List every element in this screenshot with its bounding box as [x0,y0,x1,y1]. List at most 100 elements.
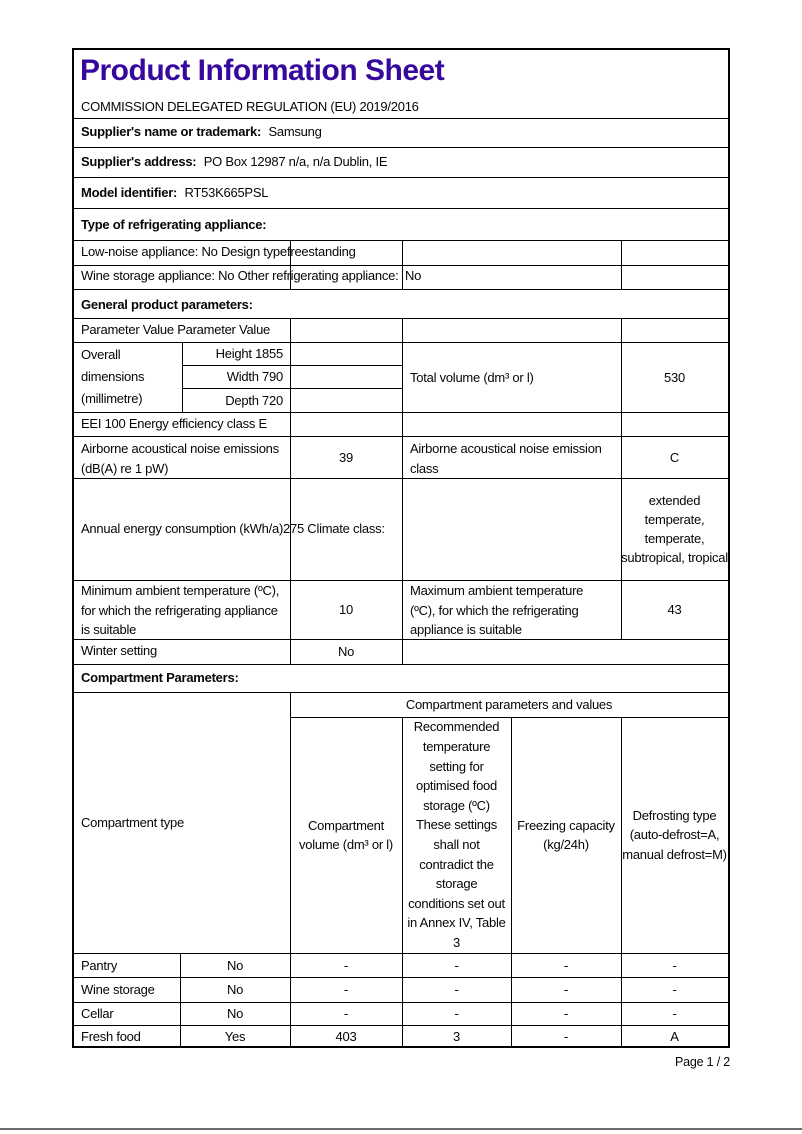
divider [621,318,622,639]
supplier-name-label: Supplier's name or trademark: [81,124,262,139]
defrosting-type-column-header: Defrosting type (auto-defrost=A, manual … [622,807,727,862]
section-compartment-header: Compartment Parameters: [81,670,239,685]
divider [182,388,402,389]
compartment-volume-cell: 403 [335,1029,357,1044]
total-volume-label: Total volume (dm³ or l) [410,369,534,385]
page-title: Product Information Sheet [80,54,445,87]
winter-setting-value: No [337,644,355,659]
dimension-depth: Depth 720 [225,392,283,408]
compartment-temp-cell: 3 [453,1029,460,1044]
compartment-freezing-cell: - [563,982,569,997]
parameter-value-header-row: Parameter Value Parameter Value [81,322,271,337]
divider [74,664,728,665]
compartment-temp-cell: - [454,957,459,973]
supplier-name-value: Samsung [268,124,322,139]
divider [74,1025,728,1026]
compartment-defrost-cell: - [672,982,677,997]
divider [74,265,728,266]
compartment-type-cell: Wine storage [81,982,155,997]
table-row: Pantry No - - - - [74,953,728,977]
supplier-address-label: Supplier's address: [81,154,197,169]
divider [621,717,622,1048]
max-ambient-temp-value: 43 [667,602,682,617]
divider [290,717,728,718]
noise-class-label: Airborne acoustical noise emission class [410,441,602,476]
divider [74,1002,728,1003]
divider [74,580,728,581]
divider [74,240,728,241]
compartment-present-cell: No [226,982,244,997]
divider [74,289,728,290]
divider [511,717,512,1048]
compartment-temp-cell: - [454,1006,459,1021]
divider [74,208,728,209]
design-type-value: freestanding [287,244,356,259]
annual-energy-label: Annual energy consumption (kWh/a) [81,521,284,536]
wine-storage-row-text: Wine storage appliance: No Other refrige… [81,268,399,283]
section-general-header: General product parameters: [81,297,253,312]
section-type-header: Type of refrigerating appliance: [81,217,267,232]
divider [74,118,728,119]
divider [74,412,728,413]
dimension-height: Height 1855 [215,346,284,361]
regulation-subtitle: COMMISSION DELEGATED REGULATION (EU) 201… [81,99,419,114]
divider [74,692,728,693]
compartment-type-column-header: Compartment type [81,815,184,830]
divider [74,478,728,479]
compartment-type-cell: Pantry [81,957,118,973]
compartment-volume-cell: - [343,982,349,997]
winter-setting-label: Winter setting [81,643,157,658]
compartment-volume-column-header: Compartment volume (dm³ or l) [299,817,393,853]
compartment-freezing-cell: - [563,1006,569,1021]
compartment-present-cell: Yes [224,1029,246,1044]
divider [74,342,728,343]
wine-other-value: No [405,268,422,283]
compartment-freezing-cell: - [563,1029,569,1044]
model-identifier-row: Model identifier: RT53K665PSL [81,183,269,203]
annual-energy-value-climate-label: 275 Climate class: [283,521,385,536]
divider [74,177,728,178]
dimension-width: Width 790 [226,369,284,384]
compartment-band-header: Compartment parameters and values [405,697,613,712]
page-number: Page 1 / 2 [675,1055,730,1069]
window-bottom-edge [0,1128,802,1130]
noise-class-value: C [669,449,680,465]
table-row: Cellar No - - - - [74,1002,728,1025]
compartment-defrost-cell: - [672,1006,677,1021]
min-ambient-temp-value: 10 [339,602,353,617]
compartment-present-cell: No [226,957,244,973]
divider [402,717,403,1048]
divider [621,240,622,289]
product-info-sheet: Product Information Sheet COMMISSION DEL… [72,48,730,1048]
model-identifier-label: Model identifier: [81,185,178,200]
dimensions-label: Overall dimensions (millimetre) [81,347,145,406]
max-ambient-temp-label: Maximum ambient temperature (ºC), for wh… [410,583,584,637]
climate-class-values: extended temperate, temperate, subtropic… [621,493,728,565]
divider [402,240,403,289]
divider [182,365,402,366]
noise-emissions-label: Airborne acoustical noise emissions (dB(… [81,441,279,476]
min-ambient-temp-label: Minimum ambient temperature (ºC), for wh… [81,583,280,637]
compartment-temp-cell: - [454,982,459,997]
compartment-type-cell: Fresh food [81,1029,141,1044]
table-row: Fresh food Yes 403 3 - A [74,1025,728,1048]
divider [290,692,291,1048]
total-volume-value: 530 [664,369,685,385]
divider [74,147,728,148]
compartment-present-cell: No [226,1006,244,1021]
compartment-type-cell: Cellar [81,1006,114,1021]
model-identifier-value: RT53K665PSL [184,185,269,200]
divider [402,318,403,664]
divider [182,342,183,412]
compartment-defrost-cell: A [670,1029,679,1044]
eei-row: EEI 100 Energy efficiency class E [81,416,267,431]
supplier-name-row: Supplier's name or trademark: Samsung [81,122,322,142]
divider [180,953,181,1048]
noise-emissions-value: 39 [339,449,353,465]
divider [74,639,728,640]
divider [74,977,728,978]
freezing-capacity-column-header: Freezing capacity (kg/24h) [517,817,615,853]
divider [74,318,728,319]
compartment-volume-cell: - [343,957,349,973]
divider [74,953,728,954]
